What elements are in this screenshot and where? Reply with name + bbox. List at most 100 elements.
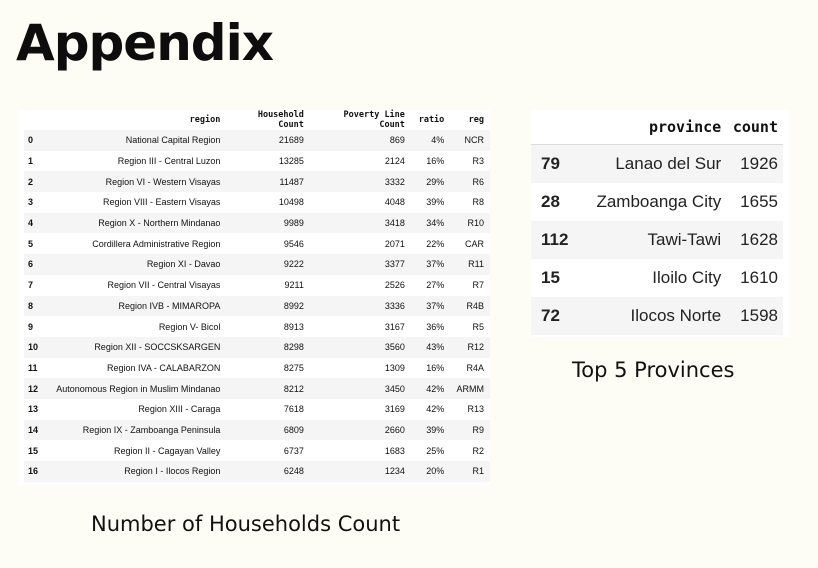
cell-region: Region I - Ilocos Region: [50, 461, 227, 482]
cell-ratio: 16%: [426, 156, 445, 167]
table-row: 5 Cordillera Administrative Region 9546 207…: [24, 233, 490, 254]
cell-poverty-line-count: 2526: [384, 280, 405, 291]
column-header-index: [531, 110, 586, 145]
cell-household-count: 8212: [226, 378, 310, 399]
cell-reg: R13: [467, 404, 484, 415]
table-row: 13 Region XIII - Caraga 7618 3169 42% R13: [24, 399, 490, 420]
cell-reg: R3: [472, 156, 484, 167]
cell-region: Region IVB - MIMAROPA: [50, 295, 227, 317]
cell-index: 0: [24, 130, 51, 151]
table-row: 10 Region XII - SOCCSKSARGEN 8298 3560 43% R1…: [24, 336, 490, 358]
page-title: Appendix: [16, 14, 274, 72]
cell-region: Region VIII - Eastern Visayas: [102, 197, 221, 208]
cell-ratio: 39%: [426, 197, 445, 208]
table-row: 1 Region III - Central Luzon 13285 2124 16% R…: [24, 151, 490, 172]
cell-ratio: 27%: [426, 280, 445, 291]
cell-household-count: 9546: [283, 238, 304, 249]
cell-region: Region XI - Davao: [50, 254, 227, 275]
cell-count: 1926: [726, 144, 783, 183]
table-row: 7 Region VII - Central Visayas 9211 2526 27%…: [24, 275, 490, 296]
households-table-panel: region Household Count Poverty Line Coun…: [18, 110, 490, 485]
cell-index: 14: [24, 419, 51, 441]
cell-household-count: 8298: [226, 336, 310, 358]
table-row: 3 Region VIII - Eastern Visayas 10498 4048 3…: [24, 192, 490, 213]
cell-region: Region VI - Western Visayas: [50, 171, 227, 193]
cell-poverty-line-count: 3169: [384, 404, 405, 415]
cell-household-count: 9222: [226, 254, 310, 275]
cell-region: Autonomous Region in Muslim Mindanao: [50, 378, 227, 399]
column-header-region: region: [189, 115, 221, 125]
column-header-ratio: ratio: [418, 115, 445, 125]
cell-region: Region III - Central Luzon: [117, 156, 221, 167]
cell-index: 112: [531, 221, 586, 259]
table-header-row: province count: [531, 110, 783, 145]
cell-reg: R6: [450, 171, 490, 193]
households-table-caption: Number of Households Count: [91, 512, 401, 536]
cell-province: Iloilo City: [652, 268, 722, 287]
cell-household-count: 8913: [283, 321, 304, 332]
cell-household-count: 21689: [226, 130, 310, 151]
cell-ratio: 37%: [410, 254, 451, 275]
cell-region: Region X - Northern Mindanao: [50, 212, 227, 234]
cell-reg: R12: [450, 336, 490, 358]
cell-ratio: 43%: [410, 336, 451, 358]
cell-region: Cordillera Administrative Region: [92, 238, 221, 249]
provinces-table-caption: Top 5 Provinces: [572, 358, 735, 382]
provinces-table: province count 79 Lanao del Sur 1926 28 Zamb…: [531, 110, 783, 335]
cell-region: Region V- Bicol: [158, 321, 221, 332]
cell-index: 4: [24, 212, 51, 234]
cell-region: Region IVA - CALABARZON: [106, 362, 221, 373]
cell-ratio: 4%: [410, 130, 451, 151]
cell-count: 1655: [740, 192, 778, 211]
cell-province: Tawi-Tawi: [586, 221, 727, 259]
cell-ratio: 25%: [426, 445, 445, 456]
cell-count: 1628: [726, 221, 783, 259]
cell-ratio: 42%: [410, 378, 451, 399]
column-header-household-count: Household Count: [257, 110, 304, 130]
cell-reg: R10: [450, 212, 490, 234]
cell-reg: R4A: [466, 362, 484, 373]
cell-count: 1598: [726, 297, 783, 335]
cell-index: 72: [531, 297, 586, 335]
cell-index: 5: [28, 238, 34, 249]
cell-index: 28: [541, 192, 560, 211]
cell-region: Region XIII - Caraga: [138, 404, 221, 415]
table-row: 8 Region IVB - MIMAROPA 8992 3336 37% R4B: [24, 295, 490, 317]
table-row: 4 Region X - Northern Mindanao 9989 3418 34%…: [24, 212, 490, 234]
cell-household-count: 7618: [283, 404, 304, 415]
cell-reg: R7: [472, 280, 484, 291]
table-row: 79 Lanao del Sur 1926: [531, 144, 783, 183]
cell-ratio: 22%: [426, 238, 445, 249]
cell-ratio: 42%: [426, 404, 445, 415]
cell-reg: CAR: [464, 238, 484, 249]
table-header-row: region Household Count Poverty Line Coun…: [24, 110, 490, 130]
cell-index: 16: [24, 461, 51, 482]
cell-ratio: 36%: [426, 321, 445, 332]
column-header-count: count: [726, 110, 783, 145]
cell-household-count: 8992: [226, 295, 310, 317]
column-header-index: [24, 110, 51, 130]
cell-province: Ilocos Norte: [586, 297, 727, 335]
column-header-poverty-line-count: Poverty Line Count: [343, 110, 405, 130]
cell-poverty-line-count: 3450: [309, 378, 411, 399]
cell-region: Region XII - SOCCSKSARGEN: [50, 336, 227, 358]
cell-index: 15: [541, 268, 560, 287]
cell-poverty-line-count: 4048: [384, 197, 405, 208]
cell-poverty-line-count: 3560: [309, 336, 411, 358]
cell-poverty-line-count: 2071: [384, 238, 405, 249]
cell-household-count: 8275: [283, 362, 304, 373]
table-row: 0 National Capital Region 21689 869 4% NCR: [24, 130, 490, 151]
cell-region: National Capital Region: [50, 130, 227, 151]
cell-index: 6: [24, 254, 51, 275]
cell-household-count: 6737: [283, 445, 304, 456]
cell-poverty-line-count: 2660: [309, 419, 411, 441]
cell-region: Region II - Cagayan Valley: [113, 445, 221, 456]
table-row: 2 Region VI - Western Visayas 11487 3332 29%…: [24, 171, 490, 193]
cell-ratio: 34%: [410, 212, 451, 234]
cell-household-count: 6809: [226, 419, 310, 441]
cell-poverty-line-count: 2124: [384, 156, 405, 167]
cell-reg: NCR: [450, 130, 490, 151]
table-row: 9 Region V- Bicol 8913 3167 36% R5: [24, 316, 490, 337]
table-row: 15 Region II - Cagayan Valley 6737 1683 25% R…: [24, 440, 490, 461]
cell-ratio: 29%: [410, 171, 451, 193]
